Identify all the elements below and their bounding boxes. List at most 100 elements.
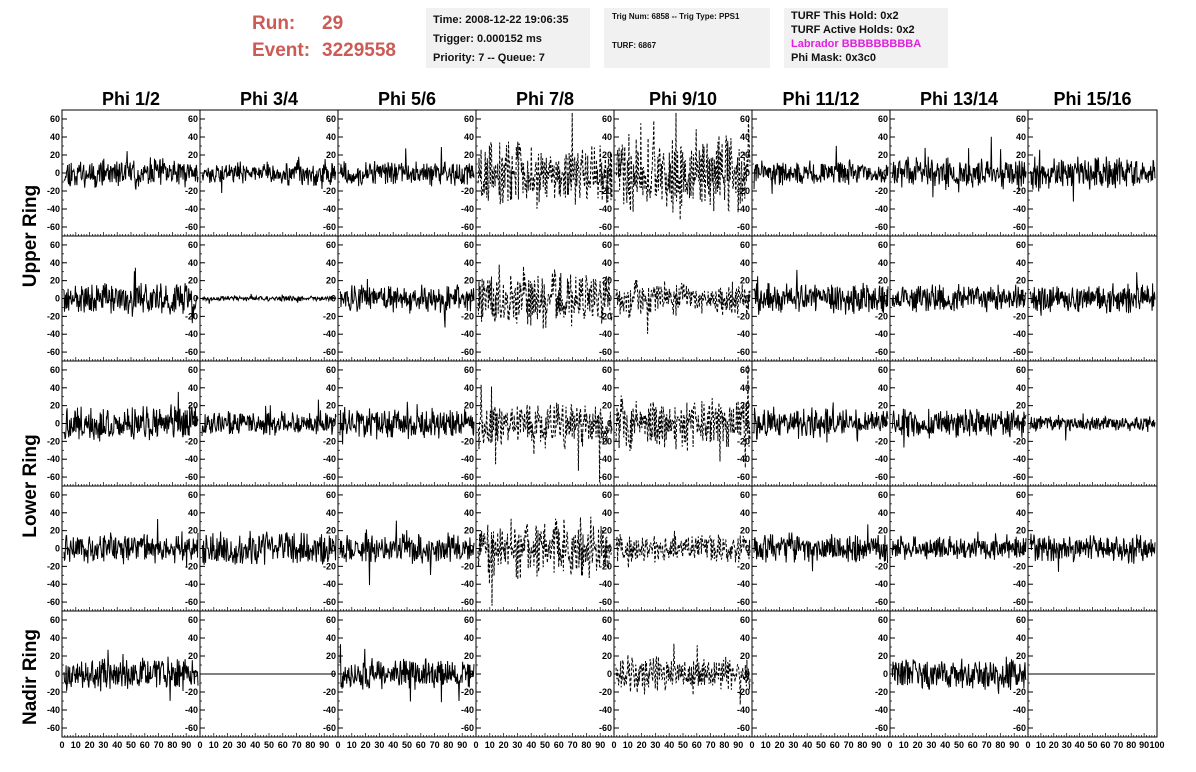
y-tick-label: 0 <box>1021 168 1026 178</box>
y-tick-label: 20 <box>326 150 336 160</box>
y-tick-label: -60 <box>875 723 888 733</box>
x-tick-label: 10 <box>623 740 633 750</box>
panel-r5-c6: 60 40 20 0 -20 -40 -60 <box>737 610 891 738</box>
y-tick-label: -60 <box>461 472 474 482</box>
y-tick-label: 60 <box>740 365 750 375</box>
x-tick-label: 20 <box>499 740 509 750</box>
y-tick-label: 40 <box>188 633 198 643</box>
y-tick-label: -40 <box>461 579 474 589</box>
y-tick-label: -40 <box>875 579 888 589</box>
y-tick-label: 60 <box>602 114 612 124</box>
x-tick-label: 20 <box>1049 740 1059 750</box>
phi-header-8: Phi 15/16 <box>1053 89 1132 109</box>
phi-header-6: Phi 11/12 <box>782 89 860 109</box>
run-value: 29 <box>322 13 344 34</box>
y-tick-label: 40 <box>1016 258 1026 268</box>
x-tick-label: 60 <box>278 740 288 750</box>
waveform-trace <box>753 145 889 194</box>
waveform-trace <box>615 643 751 705</box>
panel-r5-c1: 60 40 20 0 -20 -40 -60 <box>47 610 201 738</box>
y-tick-label: 40 <box>878 383 888 393</box>
y-tick-label: 20 <box>602 276 612 286</box>
x-tick-label: 10 <box>347 740 357 750</box>
y-tick-label: 60 <box>602 240 612 250</box>
y-tick-label: 60 <box>740 615 750 625</box>
y-tick-label: 20 <box>740 150 750 160</box>
y-tick-label: -20 <box>185 436 198 446</box>
y-tick-label: -60 <box>737 597 750 607</box>
y-tick-label: 40 <box>326 633 336 643</box>
y-tick-label: 60 <box>740 490 750 500</box>
y-tick-label: -20 <box>461 687 474 697</box>
x-tick-label: 0 <box>59 740 64 750</box>
y-tick-label: 60 <box>602 365 612 375</box>
y-tick-label: -20 <box>323 561 336 571</box>
panel-r4-c6: 60 40 20 0 -20 -40 -60 <box>737 485 891 612</box>
x-tick-label: 40 <box>802 740 812 750</box>
y-tick-label: 20 <box>1016 276 1026 286</box>
y-tick-label: 40 <box>50 258 60 268</box>
y-tick-label: -20 <box>875 687 888 697</box>
y-tick-label: 0 <box>55 294 60 304</box>
y-tick-label: -60 <box>1013 723 1026 733</box>
y-tick-label: -20 <box>461 311 474 321</box>
y-tick-label: -40 <box>737 579 750 589</box>
waveform-trace <box>891 136 1027 198</box>
x-tick-label: 30 <box>926 740 936 750</box>
x-tick-label: 0 <box>749 740 754 750</box>
y-tick-label: 0 <box>745 294 750 304</box>
x-tick-label: 70 <box>844 740 854 750</box>
y-tick-label: 60 <box>1016 240 1026 250</box>
x-tick-label: 30 <box>98 740 108 750</box>
waveform-trace <box>201 399 337 437</box>
y-tick-label: 20 <box>188 276 198 286</box>
y-tick-label: -60 <box>185 222 198 232</box>
y-tick-label: 20 <box>326 276 336 286</box>
x-tick-label: 0 <box>197 740 202 750</box>
y-tick-label: -40 <box>1013 705 1026 715</box>
y-tick-label: 60 <box>464 114 474 124</box>
y-tick-label: 40 <box>740 508 750 518</box>
y-tick-label: -60 <box>875 222 888 232</box>
x-tick-label: 0 <box>335 740 340 750</box>
y-tick-label: -60 <box>323 347 336 357</box>
waveform-trace <box>1029 149 1156 202</box>
y-tick-label: 60 <box>464 240 474 250</box>
phi-header-7: Phi 13/14 <box>919 89 999 109</box>
x-tick-label: 20 <box>361 740 371 750</box>
y-tick-label: -40 <box>875 329 888 339</box>
y-tick-label: 20 <box>50 150 60 160</box>
y-tick-label: -20 <box>875 436 888 446</box>
y-tick-label: -20 <box>737 186 750 196</box>
y-tick-label: -20 <box>461 186 474 196</box>
y-tick-label: 60 <box>464 365 474 375</box>
waveform-trace <box>1029 272 1156 316</box>
priority-text: Priority: 7 -- Queue: 7 <box>433 52 545 64</box>
y-tick-label: 60 <box>1016 365 1026 375</box>
panel-frame <box>751 610 891 738</box>
turf-num-text: TURF: 6867 <box>612 41 657 50</box>
panel-r1-c6: 60 40 20 0 -20 -40 -60 <box>737 109 891 237</box>
y-tick-label: 60 <box>464 490 474 500</box>
y-tick-label: 20 <box>878 401 888 411</box>
y-tick-label: -60 <box>323 222 336 232</box>
y-tick-label: 40 <box>740 258 750 268</box>
x-tick-label: 50 <box>678 740 688 750</box>
y-tick-label: -20 <box>875 186 888 196</box>
run-event-block: Run: 29 Event: 3229558 <box>252 10 396 64</box>
panel-r2-c6: 60 40 20 0 -20 -40 -60 <box>737 235 891 362</box>
x-tick-label: 60 <box>968 740 978 750</box>
y-tick-label: 0 <box>745 168 750 178</box>
y-tick-label: -60 <box>47 723 60 733</box>
waveform-trace <box>891 656 1027 694</box>
y-tick-label: -40 <box>47 579 60 589</box>
y-tick-label: 40 <box>602 132 612 142</box>
waveform-trace <box>201 293 337 304</box>
y-tick-label: 20 <box>188 526 198 536</box>
y-tick-label: 20 <box>1016 150 1026 160</box>
phi-header-3: Phi 5/6 <box>377 89 437 109</box>
y-tick-label: 20 <box>878 526 888 536</box>
panel-r2-c8: 60 40 20 0 -20 -40 -60 <box>1013 235 1158 362</box>
panel-frame <box>475 610 615 738</box>
waveform-trace <box>477 112 613 209</box>
